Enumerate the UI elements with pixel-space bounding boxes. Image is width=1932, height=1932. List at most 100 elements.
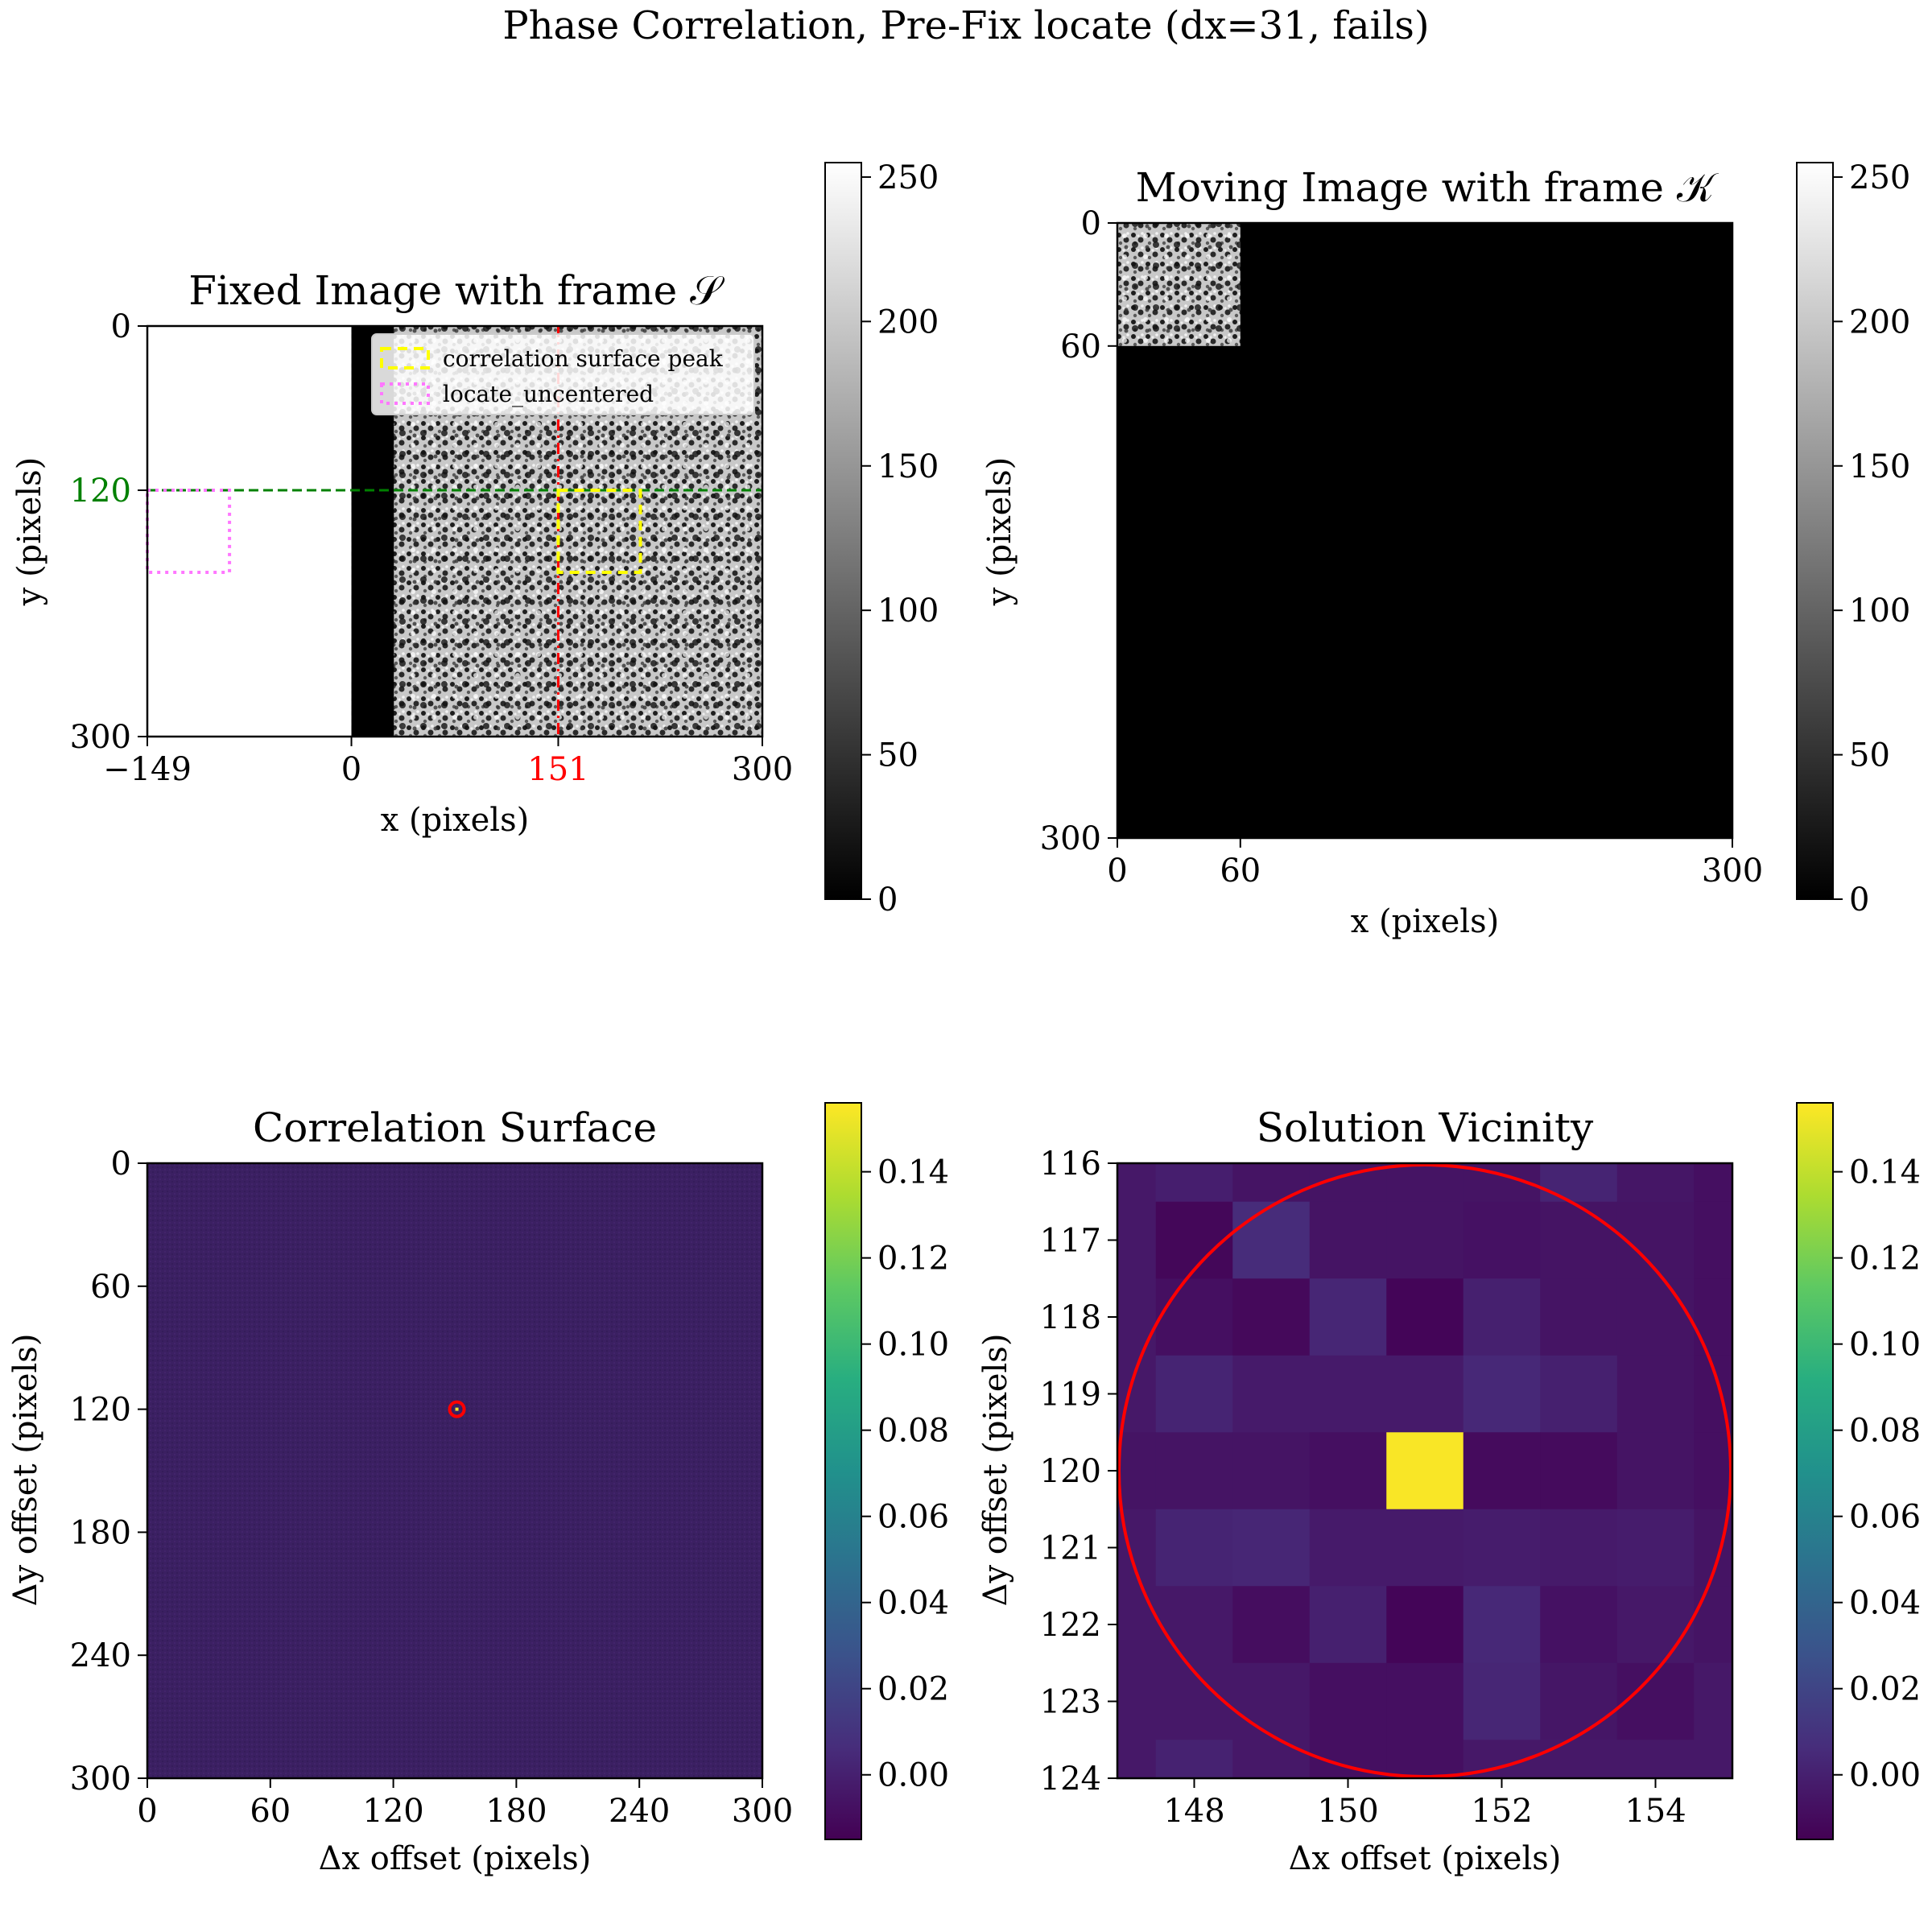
legend-swatch: [380, 347, 430, 369]
vicinity-cell: [1386, 1201, 1464, 1279]
solution-vicinity-panel: Solution Vicinity 148 150 152 1541161171181…: [977, 1104, 1734, 1877]
vicinity-cell: [1540, 1432, 1618, 1510]
vicinity-y-axis-label: Δy offset (pixels): [977, 1334, 1014, 1607]
vicinity-x-tick-label: 152: [1471, 1793, 1532, 1830]
fixed-y-axis-label: y (pixels): [11, 457, 48, 606]
fixed-y-tick-label: 0: [111, 308, 131, 345]
vicinity-cell: [1616, 1432, 1695, 1510]
surface-y-tick-label: 180: [70, 1514, 131, 1551]
vicinity-cell: [1309, 1509, 1387, 1587]
surface-colorbar-tick-label: 0.02: [877, 1671, 949, 1708]
vicinity-cell: [1232, 1355, 1311, 1433]
correlation-surface-panel: Correlation Surface 0 60 120 180 240 30006012…: [7, 1104, 793, 1877]
vicinity-cell: [1616, 1662, 1695, 1740]
surface-panel-title: Correlation Surface: [253, 1104, 657, 1151]
fixed-y-tick-label: 120: [70, 473, 131, 510]
vicinity-cell: [1694, 1740, 1732, 1778]
surface-y-tick-label: 240: [70, 1637, 131, 1674]
vicinity-cell: [1309, 1355, 1387, 1433]
vicinity-cell: [1616, 1278, 1695, 1356]
surface-x-tick-label: 60: [250, 1793, 291, 1830]
vicinity-cell: [1463, 1355, 1541, 1433]
vicinity-cell: [1616, 1740, 1695, 1778]
fixed-colorbar: [824, 162, 862, 900]
surface-y-tick-label: 0: [111, 1146, 131, 1183]
surface-x-tick-label: 300: [732, 1793, 793, 1830]
fixed-image-plot-area: correlation surface peak locate_uncentere…: [70, 308, 794, 788]
surface-colorbar-tick-label: 0.08: [877, 1413, 949, 1450]
fixed-legend: correlation surface peak locate_uncentere…: [371, 333, 755, 415]
moving-x-tick-label: 60: [1220, 852, 1261, 890]
fixed-x-tick-label: 300: [732, 751, 793, 788]
vicinity-cell: [1463, 1432, 1541, 1510]
moving-panel-title: Moving Image with frame 𝒦: [1136, 164, 1719, 211]
vicinity-cell: [1155, 1163, 1233, 1203]
vicinity-x-axis-label: Δx offset (pixels): [1289, 1840, 1562, 1877]
vicinity-cell: [1155, 1662, 1233, 1740]
vicinity-cells: [1117, 1163, 1732, 1778]
fixed-x-tick-label: −149: [103, 751, 192, 788]
fixed-colorbar-tick-label: 100: [877, 592, 939, 630]
surface-x-tick-label: 120: [362, 1793, 423, 1830]
vicinity-cell: [1616, 1509, 1695, 1587]
moving-colorbar: [1796, 162, 1834, 900]
vicinity-colorbar-tick-label: 0.06: [1849, 1499, 1921, 1536]
vicinity-cell: [1386, 1278, 1464, 1356]
vicinity-cell: [1540, 1163, 1618, 1203]
vicinity-cell: [1540, 1740, 1618, 1778]
moving-colorbar-tick-label: 0: [1849, 881, 1869, 919]
vicinity-cell: [1155, 1432, 1233, 1510]
vicinity-panel-title: Solution Vicinity: [1257, 1104, 1594, 1151]
vicinity-colorbar-tick-label: 0.02: [1849, 1671, 1921, 1708]
moving-y-tick-label: 0: [1081, 205, 1101, 242]
vicinity-cell: [1155, 1740, 1233, 1778]
legend-entry-label: locate_uncentered: [443, 381, 654, 407]
vicinity-cell: [1309, 1201, 1387, 1279]
vicinity-y-tick-label: 121: [1040, 1530, 1101, 1567]
surface-colorbar-tick-label: 0.10: [877, 1327, 949, 1364]
moving-y-tick-label: 60: [1060, 328, 1101, 365]
vicinity-cell: [1386, 1509, 1464, 1587]
vicinity-cell: [1117, 1662, 1157, 1740]
vicinity-y-tick-label: 122: [1040, 1607, 1101, 1644]
vicinity-cell: [1309, 1662, 1387, 1740]
vicinity-cell: [1694, 1163, 1732, 1203]
surface-background: [147, 1163, 762, 1778]
vicinity-cell: [1309, 1278, 1387, 1356]
vicinity-cell: [1309, 1432, 1387, 1510]
vicinity-cell: [1386, 1432, 1464, 1510]
moving-x-axis-label: x (pixels): [1351, 903, 1499, 940]
correlation-peak-box: [556, 489, 642, 574]
colorbars: 0 50 100 150 200 250 0 50 100 150 200 250 0.00 0.02 0.…: [824, 159, 1921, 1840]
vicinity-cell: [1117, 1586, 1157, 1664]
moving-colorbar-tick-label: 250: [1849, 159, 1910, 196]
vicinity-cell: [1117, 1163, 1157, 1203]
vicinity-cell: [1155, 1355, 1233, 1433]
surface-y-tick-label: 120: [70, 1392, 131, 1429]
vicinity-cell: [1232, 1662, 1311, 1740]
locate-uncentered-box: [146, 489, 232, 574]
surface-colorbar-tick-label: 0.12: [877, 1241, 949, 1278]
moving-colorbar-tick-label: 150: [1849, 448, 1910, 485]
vicinity-cell: [1694, 1662, 1732, 1740]
vicinity-cell: [1232, 1740, 1311, 1778]
vicinity-colorbar-tick-label: 0.08: [1849, 1413, 1921, 1450]
surface-x-axis-label: Δx offset (pixels): [319, 1840, 592, 1877]
fixed-panel-title: Fixed Image with frame 𝒮: [188, 267, 724, 314]
fixed-image-panel: Fixed Image with frame 𝒮 correlation sur…: [11, 267, 793, 839]
legend-frame: [371, 333, 755, 415]
surface-colorbar-tick-label: 0.04: [877, 1585, 949, 1622]
vicinity-cell: [1232, 1432, 1311, 1510]
fixed-axes-frame: [146, 324, 764, 738]
vicinity-x-tick-label: 150: [1317, 1793, 1378, 1830]
moving-colorbar-tick-label: 50: [1849, 737, 1890, 774]
moving-colorbar-tick-label: 100: [1849, 592, 1910, 630]
vicinity-cell: [1232, 1586, 1311, 1664]
moving-x-tick-label: 300: [1702, 852, 1763, 890]
surface-colorbar-tick-label: 0.14: [877, 1154, 949, 1191]
vicinity-cell: [1155, 1509, 1233, 1587]
surface-y-tick-label: 60: [90, 1269, 131, 1306]
vicinity-cell: [1309, 1586, 1387, 1664]
vicinity-solution-circle: [1117, 1163, 1732, 1778]
